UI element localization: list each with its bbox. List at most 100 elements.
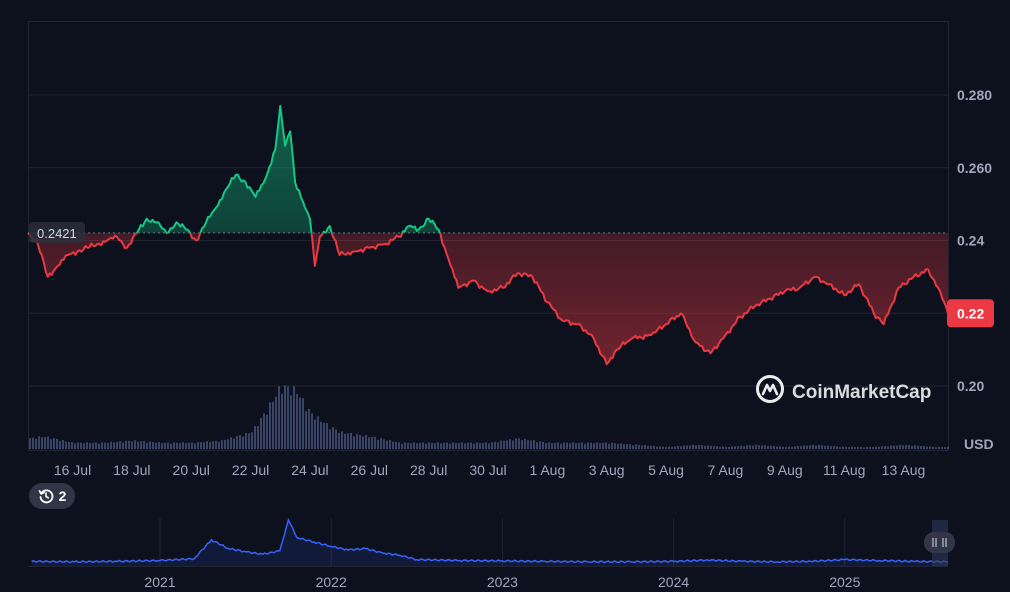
volume-bar bbox=[866, 446, 868, 449]
volume-bar bbox=[146, 442, 148, 449]
volume-bar bbox=[401, 443, 403, 449]
volume-bar bbox=[86, 442, 88, 449]
volume-bar bbox=[329, 429, 331, 449]
volume-bar bbox=[908, 444, 910, 449]
volume-bar bbox=[422, 442, 424, 449]
volume-bar bbox=[509, 439, 511, 449]
range-navigator[interactable]: 2021 2022 2023 2024 2025 bbox=[28, 517, 955, 590]
volume-bar bbox=[95, 442, 97, 449]
volume-bar bbox=[35, 438, 37, 449]
volume-bar bbox=[416, 443, 418, 449]
volume-bar bbox=[320, 421, 322, 449]
volume-bar bbox=[689, 445, 691, 449]
volume-bar bbox=[623, 444, 625, 449]
volume-bar bbox=[191, 442, 193, 449]
volume-bar bbox=[677, 446, 679, 449]
volume-bar bbox=[227, 439, 229, 449]
volume-bar bbox=[653, 445, 655, 449]
x-tick-label: 22 Jul bbox=[232, 462, 269, 478]
volume-bar bbox=[725, 446, 727, 449]
volume-bar bbox=[875, 446, 877, 449]
volume-bar bbox=[686, 445, 688, 449]
volume-bar bbox=[734, 446, 736, 449]
volume-bar bbox=[161, 443, 163, 449]
volume-bar bbox=[119, 441, 121, 449]
x-tick-label: 26 Jul bbox=[351, 462, 388, 478]
navigator-tick-label: 2023 bbox=[487, 574, 518, 590]
x-axis: 16 Jul 18 Jul 20 Jul 22 Jul 24 Jul 26 Jul 28 J… bbox=[54, 462, 925, 478]
volume-bar bbox=[272, 401, 274, 449]
volume-bar bbox=[851, 446, 853, 449]
volume-bar bbox=[563, 442, 565, 449]
history-badge[interactable]: 2 bbox=[29, 483, 75, 509]
volume-bar bbox=[722, 446, 724, 449]
volume-bar bbox=[122, 442, 124, 449]
navigator-line bbox=[31, 517, 948, 564]
volume-bar bbox=[827, 445, 829, 449]
navigator-area bbox=[31, 520, 949, 566]
volume-bar bbox=[818, 444, 820, 449]
volume-bar bbox=[806, 445, 808, 449]
area-down bbox=[28, 232, 948, 365]
volume-bar bbox=[365, 434, 367, 449]
volume-bar bbox=[872, 447, 874, 449]
navigator-tick-label: 2025 bbox=[829, 574, 860, 590]
volume-bar bbox=[899, 444, 901, 449]
volume-bar bbox=[287, 386, 289, 449]
volume-bar bbox=[776, 446, 778, 449]
volume-bar bbox=[917, 445, 919, 449]
volume-bar bbox=[527, 440, 529, 449]
volume-bar bbox=[575, 443, 577, 449]
volume-bar bbox=[248, 433, 250, 449]
x-tick-label: 13 Aug bbox=[882, 462, 926, 478]
volume-bar bbox=[719, 446, 721, 449]
volume-bar bbox=[47, 436, 49, 449]
volume-bar bbox=[629, 444, 631, 449]
volume-bar bbox=[578, 442, 580, 449]
volume-bar bbox=[704, 445, 706, 449]
volume-bar bbox=[464, 443, 466, 449]
volume-bar bbox=[560, 443, 562, 449]
volume-bar bbox=[938, 446, 940, 449]
volume-bar bbox=[65, 441, 67, 449]
volume-bar bbox=[737, 446, 739, 449]
volume-bar bbox=[434, 443, 436, 449]
volume-bar bbox=[32, 437, 34, 449]
volume-bar bbox=[791, 446, 793, 449]
volume-bar bbox=[554, 442, 556, 449]
volume-bar bbox=[788, 446, 790, 449]
volume-bar bbox=[869, 446, 871, 449]
volume-bar bbox=[377, 439, 379, 449]
volume-bar bbox=[140, 441, 142, 449]
volume-bar bbox=[695, 445, 697, 449]
volume-bar bbox=[596, 442, 598, 449]
volume-bar bbox=[785, 446, 787, 449]
volume-bar bbox=[830, 446, 832, 449]
x-tick-label: 30 Jul bbox=[469, 462, 506, 478]
volume-bar bbox=[758, 445, 760, 449]
volume-bar bbox=[449, 443, 451, 449]
navigator-window-handles[interactable] bbox=[924, 532, 955, 553]
volume-bar bbox=[536, 442, 538, 449]
price-line-down bbox=[27, 232, 949, 366]
volume-bar bbox=[41, 437, 43, 449]
volume-bar bbox=[905, 444, 907, 449]
x-tick-label: 3 Aug bbox=[589, 462, 625, 478]
volume-bar bbox=[203, 442, 205, 449]
volume-bar bbox=[857, 446, 859, 449]
volume-bar bbox=[374, 436, 376, 449]
volume-bar bbox=[896, 445, 898, 449]
volume-bar bbox=[389, 440, 391, 449]
volume-bar bbox=[380, 438, 382, 449]
volume-bar bbox=[338, 432, 340, 449]
volume-bar bbox=[368, 437, 370, 449]
volume-bar bbox=[89, 443, 91, 449]
volume-bar bbox=[314, 419, 316, 449]
currency-label: USD bbox=[964, 436, 994, 452]
volume-bar bbox=[98, 443, 100, 449]
volume-bar bbox=[569, 443, 571, 449]
volume-bar bbox=[770, 445, 772, 449]
volume-bar bbox=[635, 444, 637, 449]
volume-bar bbox=[710, 445, 712, 449]
